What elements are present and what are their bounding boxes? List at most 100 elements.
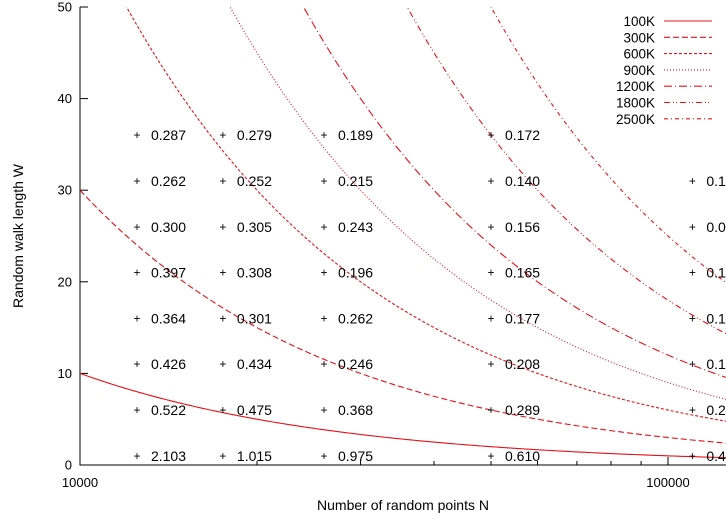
x-axis-label: Number of random points N — [317, 497, 489, 513]
data-label: 0.262 — [338, 310, 373, 326]
y-tick-label: 0 — [65, 458, 72, 473]
x-tick-label: 10000 — [62, 475, 98, 490]
series-line — [80, 372, 726, 459]
data-label: 0.174 — [706, 356, 726, 372]
point-marker: + — [689, 220, 696, 234]
data-label: 0.368 — [338, 402, 373, 418]
data-label: 0.246 — [338, 356, 373, 372]
axes: 0 10 20 30 40 50 10000 100000 — [58, 0, 726, 490]
legend-label: 900K — [623, 63, 655, 78]
legend-label: 2500K — [616, 112, 655, 127]
point-marker: + — [219, 128, 226, 142]
point-marker: + — [133, 174, 140, 188]
data-label: 0.475 — [237, 402, 272, 418]
point-marker: + — [487, 220, 494, 234]
y-tick-label: 40 — [58, 91, 72, 106]
point-marker: + — [689, 266, 696, 280]
legend-label: 300K — [623, 30, 655, 45]
point-marker: + — [219, 311, 226, 325]
point-marker: + — [487, 357, 494, 371]
series-line — [80, 189, 726, 444]
annotations: +0.287 +0.279 +0.189 +0.172 + 0.262 +0.252 +0.2… — [133, 127, 726, 464]
data-label: 0.229 — [706, 402, 726, 418]
point-marker: + — [689, 174, 696, 188]
point-marker: + — [689, 403, 696, 417]
point-marker: + — [320, 403, 327, 417]
legend-label: 1800K — [616, 96, 655, 111]
data-label: 0.114 — [706, 173, 726, 189]
point-marker: + — [487, 266, 494, 280]
point-marker: + — [689, 449, 696, 463]
point-marker: + — [133, 128, 140, 142]
point-marker: + — [320, 449, 327, 463]
point-marker: + — [219, 357, 226, 371]
point-marker: + — [219, 266, 226, 280]
data-label: 0.975 — [338, 448, 373, 464]
y-tick-label: 10 — [58, 366, 72, 381]
point-marker: + — [320, 266, 327, 280]
data-label: 0.522 — [151, 402, 186, 418]
point-marker: + — [133, 403, 140, 417]
data-label: 0.215 — [338, 173, 373, 189]
data-label: 0.287 — [151, 127, 186, 143]
point-marker: + — [320, 357, 327, 371]
point-marker: + — [487, 128, 494, 142]
point-marker: + — [219, 220, 226, 234]
x-tick-label: 100000 — [646, 475, 689, 490]
data-label: 0.308 — [237, 265, 272, 281]
data-label: 0.427 — [706, 448, 726, 464]
data-label: 1.015 — [237, 448, 272, 464]
data-label: 0.610 — [505, 448, 540, 464]
data-label: 0.301 — [237, 310, 272, 326]
data-label: 0.305 — [237, 219, 272, 235]
data-label: 0.085 — [706, 219, 726, 235]
y-tick-label: 20 — [58, 274, 72, 289]
data-label: 0.172 — [505, 127, 540, 143]
point-marker: + — [219, 174, 226, 188]
data-label: 0.165 — [505, 265, 540, 281]
point-marker: + — [487, 449, 494, 463]
y-axis-label: Random walk length W — [10, 163, 26, 308]
point-marker: + — [219, 403, 226, 417]
series-line — [125, 7, 726, 422]
point-marker: + — [133, 266, 140, 280]
data-label: 0.208 — [505, 356, 540, 372]
data-label: 0.243 — [338, 219, 373, 235]
data-label: 0.289 — [505, 402, 540, 418]
data-label: 0.279 — [237, 127, 272, 143]
data-label: 0.142 — [706, 310, 726, 326]
data-label: 0.111 — [706, 265, 726, 281]
data-label: 0.426 — [151, 356, 186, 372]
point-marker: + — [320, 174, 327, 188]
y-tick-label: 30 — [58, 183, 72, 198]
data-label: 0.196 — [338, 265, 373, 281]
point-marker: + — [320, 220, 327, 234]
data-label: 0.262 — [151, 173, 186, 189]
data-label: 0.252 — [237, 173, 272, 189]
point-marker: + — [219, 449, 226, 463]
point-marker: + — [133, 449, 140, 463]
data-label: 0.397 — [151, 265, 186, 281]
series-line — [229, 7, 726, 400]
data-label: 0.177 — [505, 310, 540, 326]
legend-label: 100K — [623, 14, 655, 29]
curves — [80, 7, 726, 459]
point-marker: + — [133, 220, 140, 234]
legend-label: 600K — [623, 47, 655, 62]
data-label: 0.364 — [151, 310, 186, 326]
y-tick-label: 50 — [58, 0, 72, 15]
data-label: 0.140 — [505, 173, 540, 189]
point-marker: + — [689, 311, 696, 325]
point-marker: + — [320, 128, 327, 142]
data-label: 2.103 — [151, 448, 186, 464]
data-label: 0.434 — [237, 356, 272, 372]
data-label: 0.300 — [151, 219, 186, 235]
point-marker: + — [487, 403, 494, 417]
legend-label: 1200K — [616, 79, 655, 94]
point-marker: + — [487, 174, 494, 188]
point-marker: + — [487, 311, 494, 325]
point-marker: + — [689, 357, 696, 371]
point-marker: + — [133, 357, 140, 371]
